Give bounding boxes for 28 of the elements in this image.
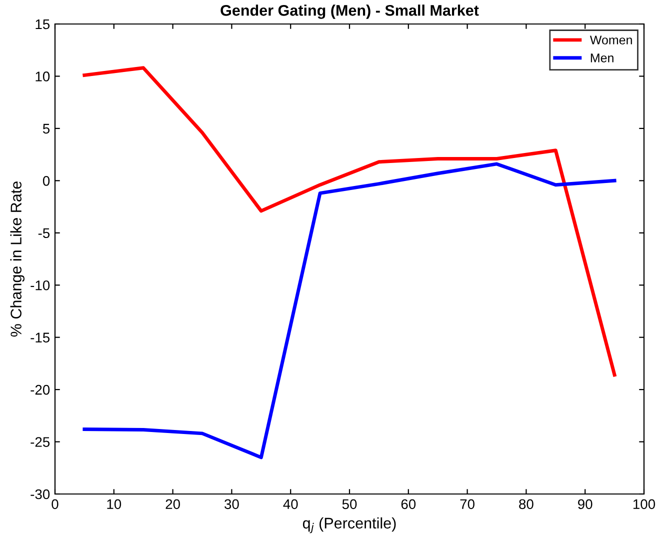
y-tick-label: 0 <box>42 176 50 186</box>
y-tick-label: -10 <box>30 280 50 290</box>
x-tick-label: 80 <box>519 499 534 510</box>
x-tick-label: 100 <box>633 499 656 510</box>
x-tick-label: 20 <box>166 499 180 510</box>
y-tick-label: -25 <box>30 437 50 447</box>
y-tick-label: 5 <box>42 124 50 134</box>
x-tick-label: 10 <box>107 499 122 510</box>
x-tick-label: 60 <box>401 499 416 510</box>
y-tick-label: -30 <box>30 489 50 500</box>
y-tick-label: -20 <box>30 384 50 395</box>
x-tick-label: 70 <box>460 499 474 510</box>
x-tick-label: 30 <box>224 499 239 510</box>
chart-title: Gender Gating (Men) - Small Market <box>220 4 479 19</box>
x-tick-label: 90 <box>578 499 592 510</box>
x-tick-label: 50 <box>342 499 357 510</box>
line-series <box>82 162 616 460</box>
y-tick-label: -15 <box>30 332 50 343</box>
x-tick-label: 40 <box>283 499 298 510</box>
y-tick-label: 10 <box>36 72 50 82</box>
y-axis-title: % Change in Like Rate <box>10 182 25 337</box>
x-axis-title: q$_{j}$ (Percentile) <box>302 517 396 534</box>
y-tick-label: 15 <box>36 19 50 30</box>
y-tick-label: -5 <box>38 228 50 238</box>
x-tick-label: 0 <box>52 499 58 510</box>
line-series <box>82 66 616 377</box>
legend-label: Women <box>590 36 632 44</box>
legend-label: Men <box>590 54 614 62</box>
